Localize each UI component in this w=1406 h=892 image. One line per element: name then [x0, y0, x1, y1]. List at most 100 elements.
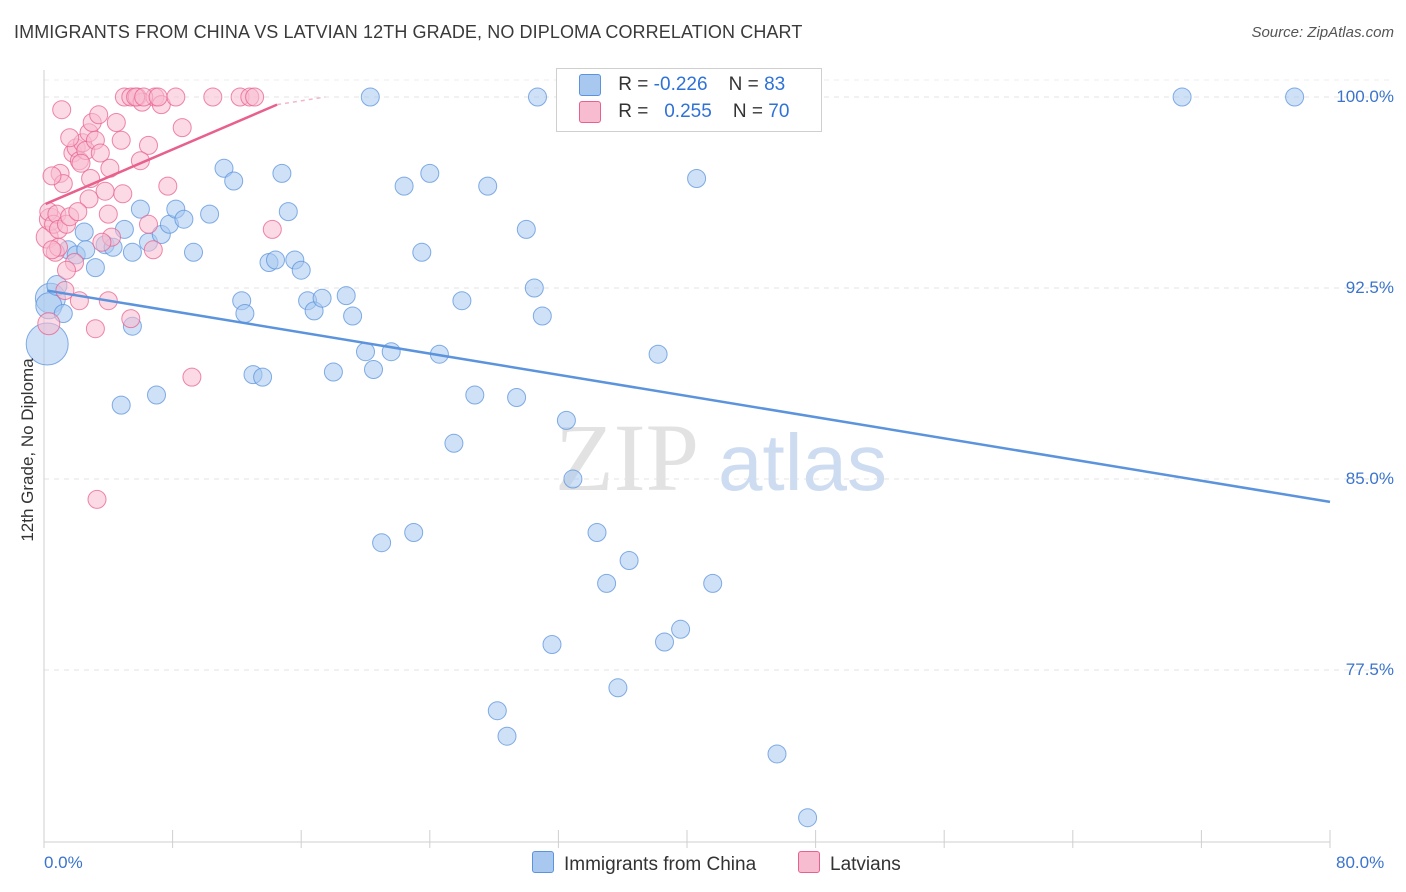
- china-point: [648, 344, 668, 364]
- latvian-point: [57, 260, 76, 280]
- china-point: [542, 635, 562, 654]
- china-point: [360, 87, 380, 107]
- china-point: [497, 726, 517, 746]
- china-point: [356, 342, 375, 362]
- china-point: [597, 573, 617, 593]
- china-point: [174, 209, 194, 229]
- y-tick-label: 77.5%: [1345, 660, 1394, 679]
- china-point: [323, 362, 343, 382]
- china-point: [394, 176, 414, 196]
- china-point: [444, 433, 464, 453]
- latvian-point: [113, 184, 133, 204]
- china-point: [147, 385, 166, 405]
- latvian-point: [87, 489, 107, 509]
- china-point: [404, 523, 424, 542]
- china-point: [798, 808, 818, 828]
- chart-title: IMMIGRANTS FROM CHINA VS LATVIAN 12TH GR…: [14, 22, 803, 42]
- china-point: [336, 286, 356, 306]
- watermark-atlas: atlas: [718, 418, 887, 507]
- china-point: [1285, 87, 1305, 107]
- china-point: [516, 219, 536, 239]
- latvian-point: [139, 135, 158, 155]
- latvian-point: [98, 204, 118, 224]
- x-axis-min-label: 0.0%: [44, 853, 83, 872]
- china-point: [130, 199, 150, 219]
- latvian-point: [90, 143, 110, 163]
- china-point: [563, 469, 583, 489]
- latvian-point: [111, 130, 131, 150]
- china-point: [556, 410, 576, 430]
- china-point: [452, 291, 472, 311]
- latvian-trend-line: [45, 103, 278, 206]
- latvian-point: [60, 128, 80, 148]
- china-n-value: 83: [764, 74, 786, 96]
- watermark: ZIP atlas: [555, 404, 887, 511]
- latvian-point: [172, 118, 192, 138]
- china-point: [53, 304, 73, 323]
- china-point: [200, 204, 220, 224]
- china-point: [214, 158, 234, 178]
- latvian-point: [158, 176, 178, 196]
- china-point: [528, 87, 547, 107]
- latvian-point: [42, 240, 62, 260]
- y-tick-label: 100.0%: [1336, 87, 1394, 106]
- china-point: [420, 163, 440, 183]
- latvian-point: [68, 202, 88, 222]
- data-points: [25, 87, 1305, 828]
- stats-legend-row-latvians: R = 0.255 N = 70: [579, 101, 789, 127]
- china-point: [687, 169, 707, 188]
- china-point: [465, 385, 485, 405]
- legend-item-latvians[interactable]: Latvians: [798, 851, 901, 876]
- legend-item-china[interactable]: Immigrants from China: [532, 851, 756, 876]
- china-point: [671, 619, 691, 639]
- china-point: [343, 306, 363, 326]
- china-point: [412, 242, 432, 262]
- china-point: [111, 395, 131, 415]
- latvian-point: [37, 312, 61, 336]
- latvian-point: [52, 100, 72, 120]
- china-trend-line: [47, 289, 1331, 504]
- latvian-point: [148, 87, 168, 107]
- china-point: [266, 250, 285, 270]
- china-point: [587, 523, 607, 542]
- china-point: [184, 242, 203, 262]
- china-point: [76, 240, 96, 260]
- latvians-swatch: [579, 101, 601, 123]
- latvian-point: [139, 214, 158, 234]
- china-point: [655, 632, 674, 652]
- latvian-point: [166, 87, 186, 107]
- latvian-point: [71, 153, 91, 173]
- latvians-r-value: 0.255: [664, 101, 712, 123]
- china-point: [507, 388, 527, 407]
- latvian-point: [262, 219, 282, 239]
- x-axis-max-label: 80.0%: [1336, 853, 1385, 872]
- china-point: [85, 258, 105, 278]
- china-point: [524, 278, 544, 298]
- china-point: [364, 360, 383, 379]
- latvian-point: [245, 87, 265, 107]
- china-point: [608, 678, 628, 698]
- latvian-point: [203, 87, 223, 107]
- legend-china-swatch: [532, 851, 554, 873]
- china-point: [487, 701, 507, 721]
- latvian-point: [121, 309, 141, 329]
- latvians-n-value: 70: [768, 101, 790, 123]
- source-label: Source: ZipAtlas.com: [1251, 24, 1394, 41]
- latvian-point: [85, 319, 105, 339]
- china-point: [372, 533, 392, 553]
- china-point: [312, 288, 332, 308]
- latvian-point: [89, 105, 109, 125]
- china-point: [532, 306, 552, 326]
- latvian-point: [42, 166, 62, 186]
- china-swatch: [579, 74, 601, 96]
- y-axis-label: 12th Grade, No Diploma: [18, 358, 37, 542]
- y-tick-label: 92.5%: [1345, 278, 1394, 297]
- china-point: [278, 202, 298, 222]
- latvian-point: [106, 113, 126, 132]
- china-point: [253, 367, 273, 387]
- watermark-zip: ZIP: [555, 404, 699, 511]
- china-point: [74, 222, 94, 242]
- trend-lines: [45, 96, 1331, 504]
- china-point: [478, 176, 498, 196]
